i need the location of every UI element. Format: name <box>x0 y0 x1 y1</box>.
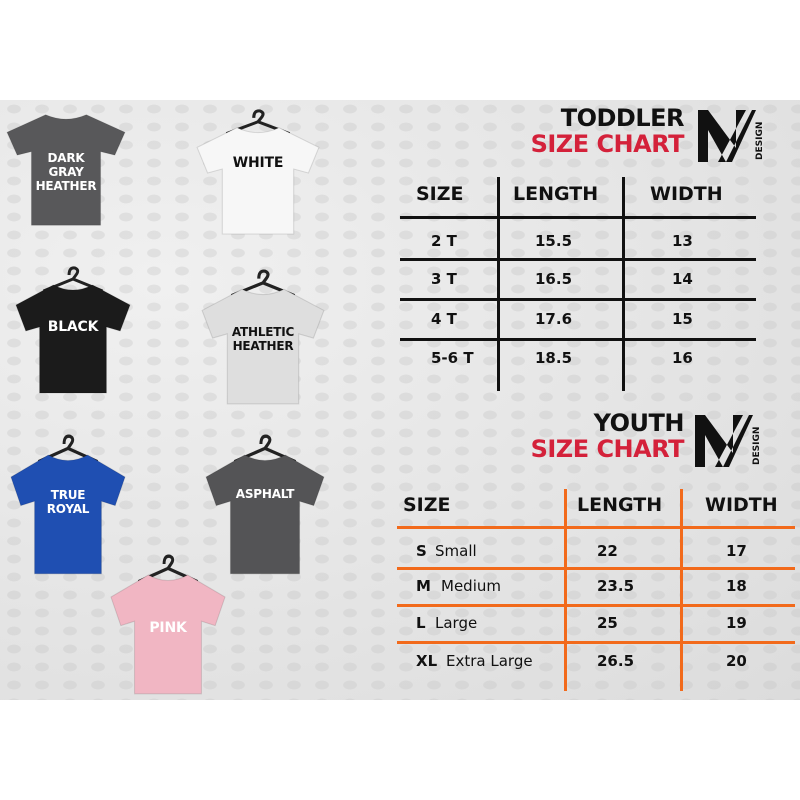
cell-length: 25 <box>597 614 618 632</box>
divider <box>622 177 625 391</box>
divider <box>400 216 756 219</box>
cell-width: 17 <box>726 542 747 560</box>
shirt-white: WHITE <box>195 108 321 236</box>
cell-length: 18.5 <box>535 349 573 367</box>
logo-text: DESIGN <box>752 427 762 465</box>
cell-size-code: S <box>416 542 427 560</box>
cell-width: 16 <box>672 349 693 367</box>
shirt-black: BLACK <box>14 265 132 395</box>
cell-width: 20 <box>726 652 747 670</box>
cell-size: 3 T <box>431 270 457 288</box>
shirt-asphalt: ASPHALT <box>204 433 326 576</box>
tshirt-icon <box>15 266 131 394</box>
tshirt-body <box>196 127 320 235</box>
divider <box>397 604 795 607</box>
cell-length: 26.5 <box>597 652 635 670</box>
shirt-label: PINK <box>149 620 187 636</box>
divider <box>497 177 500 391</box>
shirt-true-royal: TRUE ROYAL <box>9 433 127 576</box>
logo-text: DESIGN <box>755 122 765 160</box>
nv-logo-icon: DESIGN <box>695 415 762 467</box>
tshirt-body <box>110 574 226 695</box>
tshirt-icon <box>201 269 325 405</box>
cell-size: 4 T <box>431 310 457 328</box>
tshirt-body <box>10 454 126 575</box>
tshirt-icon <box>205 434 325 575</box>
divider <box>400 258 756 261</box>
cell-length: 23.5 <box>597 577 635 595</box>
nv-logo-icon: DESIGN <box>698 110 765 162</box>
cell-size: 5-6 T <box>431 349 474 367</box>
toddler-title: TODDLER <box>560 104 685 132</box>
divider <box>400 298 756 301</box>
header-length: LENGTH <box>577 494 663 516</box>
shirt-athletic-heather: ATHLETIC HEATHER <box>200 268 326 406</box>
nv-design-logo: DESIGN <box>696 108 766 164</box>
divider <box>680 489 683 691</box>
cell-size-name: Medium <box>441 577 501 595</box>
shirt-label: ATHLETIC HEATHER <box>231 325 295 353</box>
cell-width: 13 <box>672 232 693 250</box>
cell-length: 16.5 <box>535 270 573 288</box>
cell-size-name: Extra Large <box>446 652 533 670</box>
header-size: SIZE <box>416 183 464 205</box>
youth-title: YOUTH <box>593 409 685 437</box>
cell-size-name: Small <box>435 542 477 560</box>
tshirt-body <box>205 454 325 575</box>
tshirt-body <box>15 284 131 394</box>
youth-subtitle: SIZE CHART <box>530 435 685 463</box>
tshirt-body <box>6 114 126 226</box>
shirt-label: TRUE ROYAL <box>46 488 90 516</box>
shirt-label: ASPHALT <box>235 487 295 501</box>
cell-size-code: L <box>416 614 426 632</box>
tshirt-body <box>201 288 325 405</box>
shirt-label: WHITE <box>232 155 284 171</box>
header-width: WIDTH <box>705 494 778 516</box>
cell-size-code: M <box>416 577 431 595</box>
tshirt-icon <box>6 114 126 226</box>
shirt-pink: PINK <box>109 553 227 696</box>
cell-length: 15.5 <box>535 232 573 250</box>
cell-size-name: Large <box>435 614 478 632</box>
cell-size-code: XL <box>416 652 438 670</box>
header-size: SIZE <box>403 494 451 516</box>
divider <box>397 526 795 529</box>
cell-width: 15 <box>672 310 693 328</box>
tshirt-icon <box>10 434 126 575</box>
cell-size: 2 T <box>431 232 457 250</box>
cell-width: 18 <box>726 577 747 595</box>
divider <box>564 489 567 691</box>
cell-width: 19 <box>726 614 747 632</box>
divider <box>397 641 795 644</box>
shirt-dark-gray-heather: DARK GRAY HEATHER <box>5 113 127 227</box>
header-width: WIDTH <box>650 183 723 205</box>
cell-length: 17.6 <box>535 310 573 328</box>
cell-length: 22 <box>597 542 618 560</box>
nv-design-logo: DESIGN <box>693 413 763 469</box>
cell-width: 14 <box>672 270 693 288</box>
tshirt-icon <box>110 554 226 695</box>
divider <box>400 338 756 341</box>
shirt-label: BLACK <box>47 319 99 335</box>
divider <box>397 567 795 570</box>
tshirt-icon <box>196 109 320 235</box>
shirt-label: DARK GRAY HEATHER <box>35 151 97 193</box>
toddler-subtitle: SIZE CHART <box>530 130 685 158</box>
header-length: LENGTH <box>513 183 599 205</box>
